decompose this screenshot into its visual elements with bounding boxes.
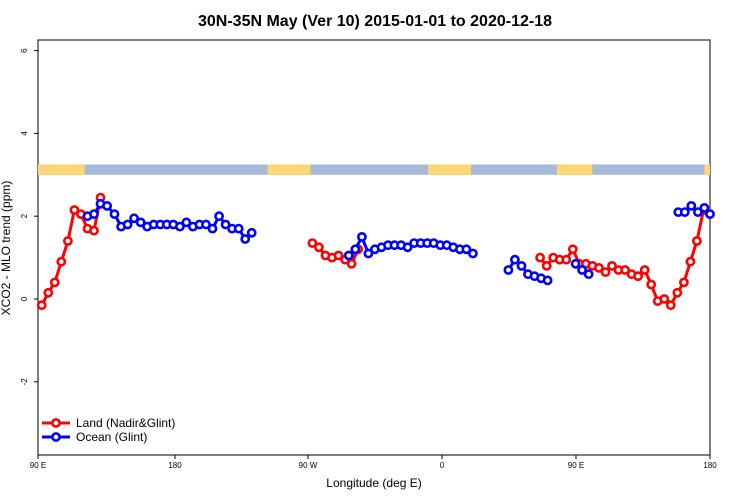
y-tick-label: 2 — [20, 213, 29, 218]
data-point — [665, 300, 676, 311]
data-point — [699, 202, 710, 213]
data-point — [570, 258, 581, 269]
series — [36, 192, 715, 311]
data-point — [693, 207, 703, 217]
data-point — [109, 209, 120, 219]
data-point — [313, 242, 324, 253]
data-point — [607, 260, 617, 271]
land-band-4 — [704, 164, 710, 175]
data-point — [214, 211, 224, 222]
data-point — [594, 262, 604, 273]
data-point — [174, 221, 185, 232]
data-point — [402, 242, 413, 253]
data-point — [659, 294, 670, 304]
y-axis-label: XCO2 - MLO trend (ppm) — [0, 181, 13, 316]
data-point — [307, 238, 318, 248]
data-point — [639, 265, 650, 275]
legend-marker — [51, 418, 61, 428]
landmask-strip — [38, 164, 710, 175]
y-tick-label: 0 — [20, 296, 29, 301]
legend-label: Ocean (Glint) — [76, 430, 147, 444]
data-point — [102, 200, 112, 211]
y-tick-label: -2 — [20, 378, 29, 386]
data-point — [692, 236, 702, 246]
data-point — [542, 275, 553, 286]
data-point — [705, 209, 715, 219]
data-point — [356, 231, 367, 242]
data-point — [600, 267, 611, 277]
data-point — [685, 256, 696, 267]
data-point — [122, 219, 133, 230]
data-point — [36, 300, 47, 311]
data-point — [577, 265, 587, 275]
data-point — [129, 213, 139, 224]
ocean-band — [38, 164, 710, 175]
data-point — [350, 244, 361, 255]
data-point — [89, 209, 99, 219]
legend-label: Land (Nadir&Glint) — [76, 416, 175, 430]
data-point — [343, 250, 354, 261]
data-point — [467, 248, 478, 259]
plot-frame — [37, 39, 711, 456]
chart-title: 30N-35N May (Ver 10) 2015-01-01 to 2020-… — [198, 13, 552, 30]
data-point — [567, 244, 578, 255]
data-point — [63, 236, 73, 246]
data-point — [69, 205, 80, 215]
x-axis-label: Longitude (deg E) — [326, 476, 421, 490]
data-point — [503, 265, 514, 275]
y-tick-label: 4 — [20, 131, 29, 136]
data-point — [56, 256, 67, 267]
data-point — [246, 227, 257, 238]
data-point — [333, 250, 344, 261]
data-point — [633, 271, 643, 282]
data-point — [461, 244, 472, 255]
land-band-2 — [428, 164, 472, 175]
land-band-3 — [556, 164, 593, 175]
x-tick-label: 90 E — [30, 461, 46, 470]
data-point — [541, 260, 552, 271]
data-point — [583, 269, 594, 280]
data-point — [686, 200, 697, 211]
axis-ticks: 90 E 180 90 W 0 90 E 180 -2 0 2 4 6 — [20, 48, 717, 470]
data-point — [346, 258, 357, 269]
x-tick-label: 180 — [703, 461, 717, 470]
x-tick-label: 0 — [440, 461, 445, 470]
data-point — [240, 234, 251, 244]
land-band-0 — [38, 164, 85, 175]
data-point — [620, 265, 630, 275]
data-point — [516, 260, 527, 271]
data-point — [561, 254, 572, 265]
data-point — [181, 217, 192, 228]
x-tick-label: 180 — [168, 461, 182, 470]
data-point — [201, 219, 211, 230]
data-point — [510, 254, 520, 265]
data-point — [207, 223, 218, 234]
data-point — [679, 207, 690, 217]
data-point — [89, 225, 99, 236]
data-point — [43, 287, 54, 298]
x-tick-label: 90 E — [568, 461, 584, 470]
series-1 — [82, 198, 715, 286]
data-point — [646, 279, 657, 290]
y-tick-label: 6 — [20, 48, 29, 53]
data-point — [679, 277, 689, 288]
x-tick-label: 90 W — [299, 461, 318, 470]
data-point — [49, 277, 60, 288]
land-band-1 — [267, 164, 311, 175]
data-point — [135, 217, 146, 228]
data-point — [535, 252, 545, 263]
data-point — [672, 287, 683, 298]
data-point — [220, 219, 231, 230]
legend-marker — [51, 432, 61, 442]
legend: Land (Nadir&Glint)Ocean (Glint) — [42, 416, 175, 444]
data-point — [233, 223, 244, 234]
data-point — [363, 248, 374, 259]
